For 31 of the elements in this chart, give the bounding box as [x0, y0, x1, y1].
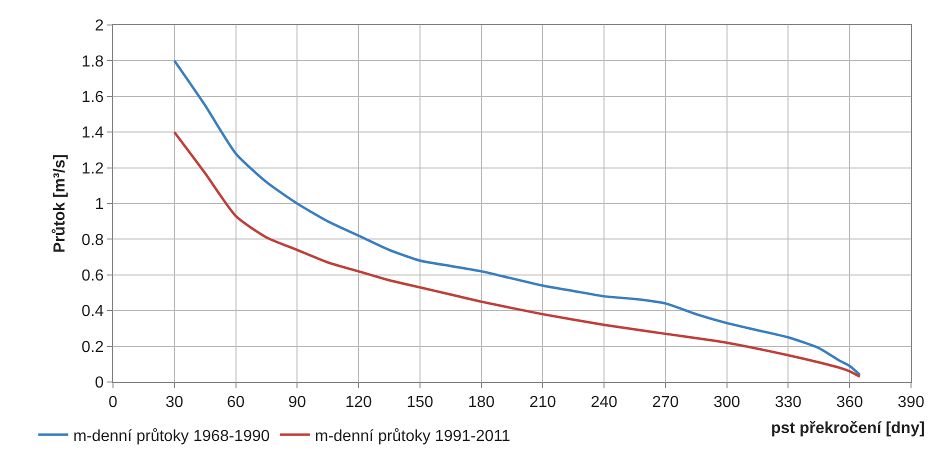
- x-tick-label: 30: [165, 394, 184, 412]
- line-series: [173, 59, 862, 376]
- line-series: [173, 130, 862, 378]
- y-tick-label: 1.4: [82, 124, 104, 142]
- y-tick-label: 1.8: [82, 53, 104, 70]
- x-tick-label: 300: [714, 394, 740, 412]
- x-axis-title: pst překročení [dny]: [771, 420, 925, 437]
- legend-label: m-denní průtoky 1991-2011: [314, 428, 510, 445]
- y-tick-label: 1.6: [82, 89, 104, 106]
- y-tick-label: 0.6: [82, 268, 104, 284]
- y-tick-label: 0.4: [82, 303, 104, 320]
- y-tick-label: 2: [94, 18, 104, 35]
- x-tick-label: 210: [529, 394, 556, 412]
- x-tick-label: 90: [288, 394, 306, 412]
- y-tick-label: 1.2: [82, 160, 104, 178]
- y-tick-label: 0.8: [82, 232, 104, 249]
- y-tick-label: 0: [94, 374, 104, 392]
- x-tick-label: 240: [590, 394, 618, 412]
- x-tick-label: 150: [406, 394, 434, 412]
- y-tick-label: 1: [94, 196, 104, 214]
- x-tick-label: 0: [108, 394, 118, 412]
- legend-label: m-denní průtoky 1968-1990: [73, 428, 270, 445]
- x-tick-label: 330: [774, 394, 802, 412]
- y-tick-label: 0.2: [82, 338, 104, 356]
- x-tick-label: 390: [898, 394, 924, 412]
- x-tick-label: 120: [345, 394, 372, 412]
- x-tick-label: 360: [836, 394, 864, 412]
- x-tick-label: 270: [652, 394, 679, 412]
- y-axis-title: Průtok [m³/s]: [51, 154, 68, 253]
- x-tick-label: 180: [468, 394, 495, 412]
- x-tick-label: 60: [226, 394, 245, 412]
